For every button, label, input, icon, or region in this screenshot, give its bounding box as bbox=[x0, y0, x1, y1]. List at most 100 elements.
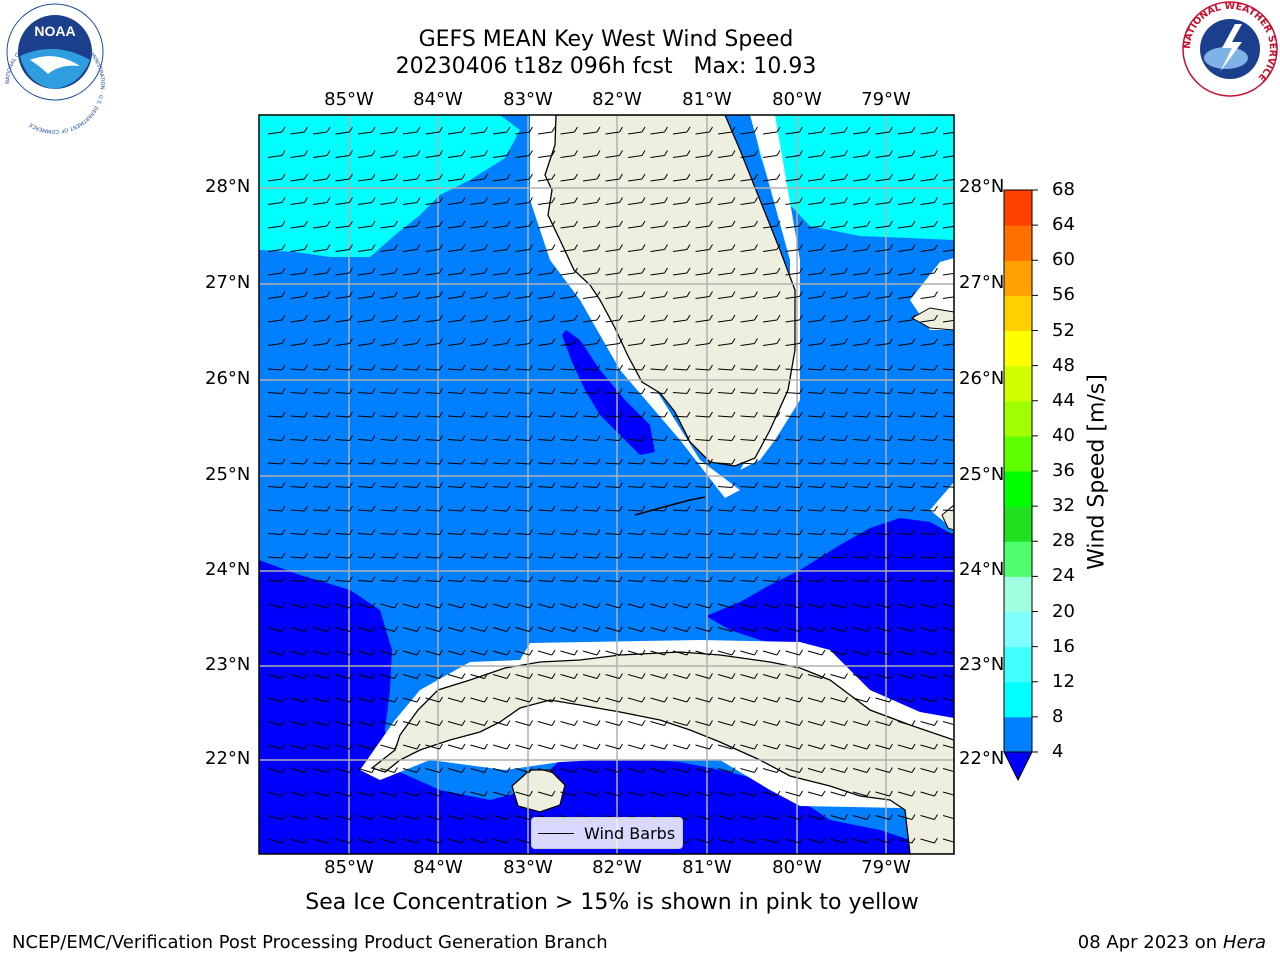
wind-barb bbox=[627, 790, 646, 797]
wind-barb bbox=[875, 790, 893, 797]
colorbar-tick-label: 4 bbox=[1052, 741, 1064, 762]
wind-barb bbox=[627, 435, 646, 441]
credit-left: NCEP/EMC/Verification Post Processing Pr… bbox=[12, 932, 608, 953]
wind-barb bbox=[740, 767, 758, 773]
wind-barb bbox=[537, 720, 556, 726]
wind-barb bbox=[717, 505, 736, 512]
wind-barb bbox=[785, 576, 803, 582]
wind-barb bbox=[470, 602, 488, 609]
wind-barb bbox=[920, 529, 938, 535]
wind-barb bbox=[875, 458, 893, 465]
wind-barb bbox=[290, 126, 308, 135]
wind-barb bbox=[695, 673, 713, 679]
wind-barb bbox=[470, 338, 488, 346]
wind-barb bbox=[537, 790, 556, 797]
wind-barb bbox=[627, 482, 646, 488]
wind-barb bbox=[695, 173, 713, 182]
wind-barb bbox=[515, 576, 533, 582]
wind-barb bbox=[672, 767, 691, 773]
lon-label-top: 79°W bbox=[861, 89, 911, 110]
wind-barb bbox=[470, 482, 488, 488]
wind-barb bbox=[897, 244, 916, 252]
wind-barb bbox=[807, 602, 826, 609]
wind-barb bbox=[560, 338, 578, 346]
wind-barb bbox=[492, 602, 511, 609]
wind-barb bbox=[942, 249, 954, 252]
wind-barb bbox=[402, 435, 421, 441]
wind-barb bbox=[492, 435, 511, 441]
wind-barb bbox=[897, 837, 916, 844]
wind-barb bbox=[852, 126, 871, 135]
wind-barb bbox=[425, 814, 443, 820]
wind-barb bbox=[380, 314, 398, 323]
wind-barb bbox=[695, 696, 713, 703]
wind-barb bbox=[605, 150, 623, 158]
wind-barb bbox=[357, 743, 376, 750]
wind-barb bbox=[807, 529, 826, 535]
wind-barb bbox=[785, 767, 803, 773]
wind-barb bbox=[560, 673, 578, 679]
wind-barb bbox=[717, 576, 736, 582]
colorbar-segment bbox=[1004, 576, 1032, 612]
wind-barb bbox=[740, 364, 758, 371]
wind-barb bbox=[695, 814, 713, 820]
wind-barb bbox=[695, 626, 713, 632]
wind-barb bbox=[785, 626, 803, 632]
wind-barb bbox=[942, 392, 954, 394]
wind-barb bbox=[852, 364, 871, 371]
wind-barb bbox=[582, 790, 601, 797]
wind-barb bbox=[290, 291, 308, 299]
wind-barb bbox=[357, 576, 376, 582]
wind-barb bbox=[425, 720, 443, 726]
wind-barb bbox=[785, 435, 803, 441]
wind-barb bbox=[447, 552, 466, 559]
colorbar-tick-label: 52 bbox=[1052, 319, 1075, 341]
wind-barb bbox=[357, 197, 376, 205]
wind-barb bbox=[807, 150, 826, 158]
legend-label: Wind Barbs bbox=[584, 823, 676, 843]
wind-barb bbox=[695, 314, 713, 323]
wind-barb bbox=[740, 720, 758, 726]
wind-barb bbox=[762, 576, 781, 582]
wind-barb bbox=[290, 743, 308, 750]
wind-barb bbox=[290, 411, 308, 418]
wind-barb bbox=[335, 364, 353, 371]
wind-barb bbox=[740, 696, 758, 703]
wind-barb bbox=[672, 790, 691, 797]
wind-barb bbox=[672, 720, 691, 726]
wind-barb bbox=[942, 768, 954, 773]
wind-barb bbox=[897, 197, 916, 205]
wind-barb bbox=[875, 602, 893, 609]
wind-barb bbox=[267, 602, 286, 609]
wind-barb bbox=[650, 743, 668, 750]
wind-barb bbox=[290, 173, 308, 182]
wind-barb bbox=[492, 244, 511, 252]
wind-barb bbox=[290, 696, 308, 703]
wind-barb bbox=[492, 790, 511, 797]
wind-barb bbox=[312, 720, 331, 726]
wind-barb bbox=[290, 364, 308, 371]
lon-label-top: 84°W bbox=[413, 89, 463, 110]
wind-barb bbox=[470, 267, 488, 276]
wind-barb bbox=[605, 220, 623, 229]
wind-barb bbox=[537, 220, 556, 229]
lon-label-bottom: 82°W bbox=[592, 857, 642, 878]
colorbar-tick-label: 36 bbox=[1052, 460, 1075, 481]
wind-barb bbox=[582, 388, 601, 394]
credit-date: 08 Apr 2023 on bbox=[1077, 932, 1218, 953]
colorbar-segment bbox=[1004, 541, 1032, 577]
wind-barb bbox=[695, 552, 713, 559]
lat-label-right: 24°N bbox=[959, 559, 1005, 580]
wind-barb bbox=[852, 767, 871, 773]
wind-barb bbox=[357, 790, 376, 797]
colorbar-tick-label: 8 bbox=[1052, 705, 1064, 727]
wind-barb bbox=[582, 435, 601, 441]
wind-barb bbox=[357, 529, 376, 535]
wind-barb bbox=[672, 435, 691, 441]
wind-barb bbox=[695, 458, 713, 465]
wind-barb bbox=[605, 720, 623, 726]
wind-barb bbox=[582, 767, 601, 773]
wind-barb bbox=[267, 150, 286, 158]
wind-barb bbox=[942, 815, 954, 820]
wind-barb bbox=[380, 482, 398, 488]
